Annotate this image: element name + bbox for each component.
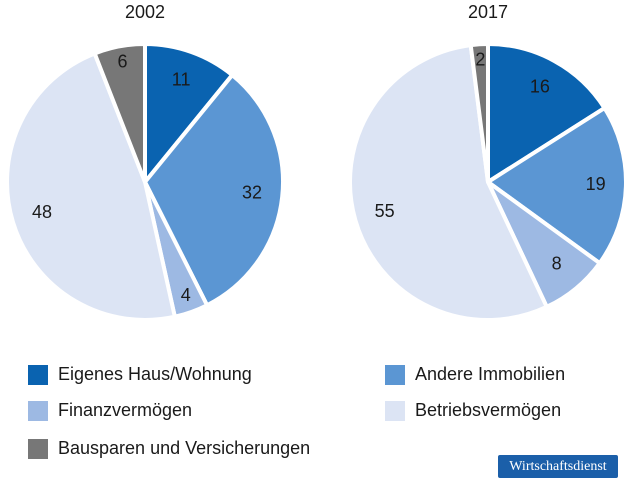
legend-swatch — [28, 365, 48, 385]
data-label: 6 — [117, 51, 127, 71]
legend-label: Finanzvermögen — [58, 400, 192, 420]
data-label: 2 — [475, 50, 485, 70]
pie-slice — [143, 42, 235, 184]
legend-label: Betriebsvermögen — [415, 400, 561, 420]
legend-swatch — [28, 439, 48, 459]
data-label: 4 — [181, 285, 191, 305]
pie-slice — [92, 42, 147, 184]
legend-swatch — [385, 401, 405, 421]
pie-slice — [486, 106, 628, 266]
pie-slice — [5, 51, 177, 322]
pie-slice — [486, 42, 607, 184]
legend-label: Eigenes Haus/Wohnung — [58, 364, 252, 384]
source: Wirtschaftsdienst — [509, 459, 607, 474]
data-label: 55 — [375, 201, 395, 221]
pie-title: 2017 — [468, 2, 508, 22]
data-label: 48 — [32, 202, 52, 222]
pie-title: 2002 — [125, 2, 165, 22]
pie-slice — [348, 43, 549, 322]
data-label: 16 — [530, 76, 550, 96]
pie-slice — [468, 42, 490, 184]
legend-swatch — [28, 401, 48, 421]
data-label: 11 — [172, 69, 191, 89]
data-label: 19 — [586, 174, 606, 194]
legend-swatch — [385, 365, 405, 385]
data-label: 32 — [242, 182, 262, 202]
source-badge — [498, 455, 618, 478]
legend-label: Bausparen und Versicherungen — [58, 438, 310, 458]
data-label: 8 — [552, 254, 562, 274]
legend-label: Andere Immobilien — [415, 364, 565, 384]
